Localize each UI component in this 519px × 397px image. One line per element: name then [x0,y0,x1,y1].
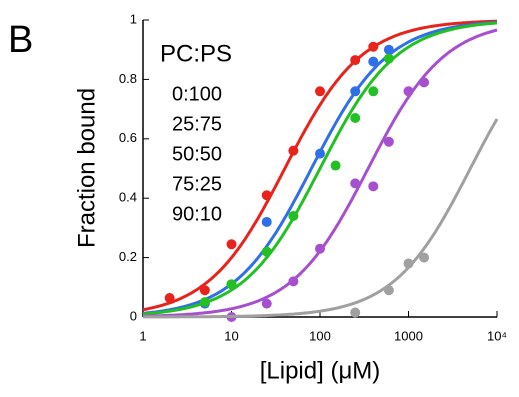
x-tick-label: 10⁴ [487,328,507,343]
data-point [419,77,430,88]
data-point [199,285,210,296]
data-point [350,55,361,66]
fit-curve [143,118,499,319]
y-tick-label: 0 [130,308,137,323]
data-point [261,246,272,257]
x-tick-label: 1000 [394,328,423,343]
data-point [261,216,272,227]
legend-entry: 50:50 [172,143,222,165]
data-point [368,41,379,52]
legend-entry: 25:75 [172,113,222,135]
data-point [419,252,430,263]
data-point [350,113,361,124]
y-tick-label: 0.4 [119,190,137,205]
data-point [288,276,299,287]
data-point [199,297,210,308]
x-axis-label: [Lipid] (μM) [260,357,381,384]
data-point [383,285,394,296]
data-point [315,148,325,159]
x-tick-label: 1 [139,328,146,343]
x-tick-label: 100 [309,328,331,343]
data-point [330,160,341,171]
x-tick-label: 10 [224,328,238,343]
data-point [368,86,379,97]
y-axis-label: Fraction bound [73,88,100,248]
data-point [383,53,394,64]
fit-curve [142,19,497,312]
data-point [368,181,379,192]
y-tick-label: 0.2 [119,249,137,264]
data-point [403,258,414,269]
legend-entry: 90:10 [172,203,222,225]
data-point [315,86,325,97]
legend-title: PC:PS [160,40,232,67]
data-point [288,145,299,156]
data-point [261,298,272,309]
data-point [350,86,361,97]
panel-label: B [8,19,33,61]
data-point [288,211,299,222]
data-point [315,243,325,254]
y-tick-label: 0.8 [119,71,137,86]
data-point [226,279,237,290]
data-point [164,292,175,303]
data-point [350,307,361,318]
data-point [383,136,394,147]
y-tick-label: 1 [130,11,137,26]
y-tick-label: 0.6 [119,130,137,145]
data-point [226,239,237,250]
data-point [383,44,394,55]
data-point [261,190,272,201]
data-point [368,56,379,67]
data-point [403,86,414,97]
legend-entry: 75:25 [172,173,222,195]
legend-entry: 0:100 [172,83,222,105]
data-point [350,178,361,189]
